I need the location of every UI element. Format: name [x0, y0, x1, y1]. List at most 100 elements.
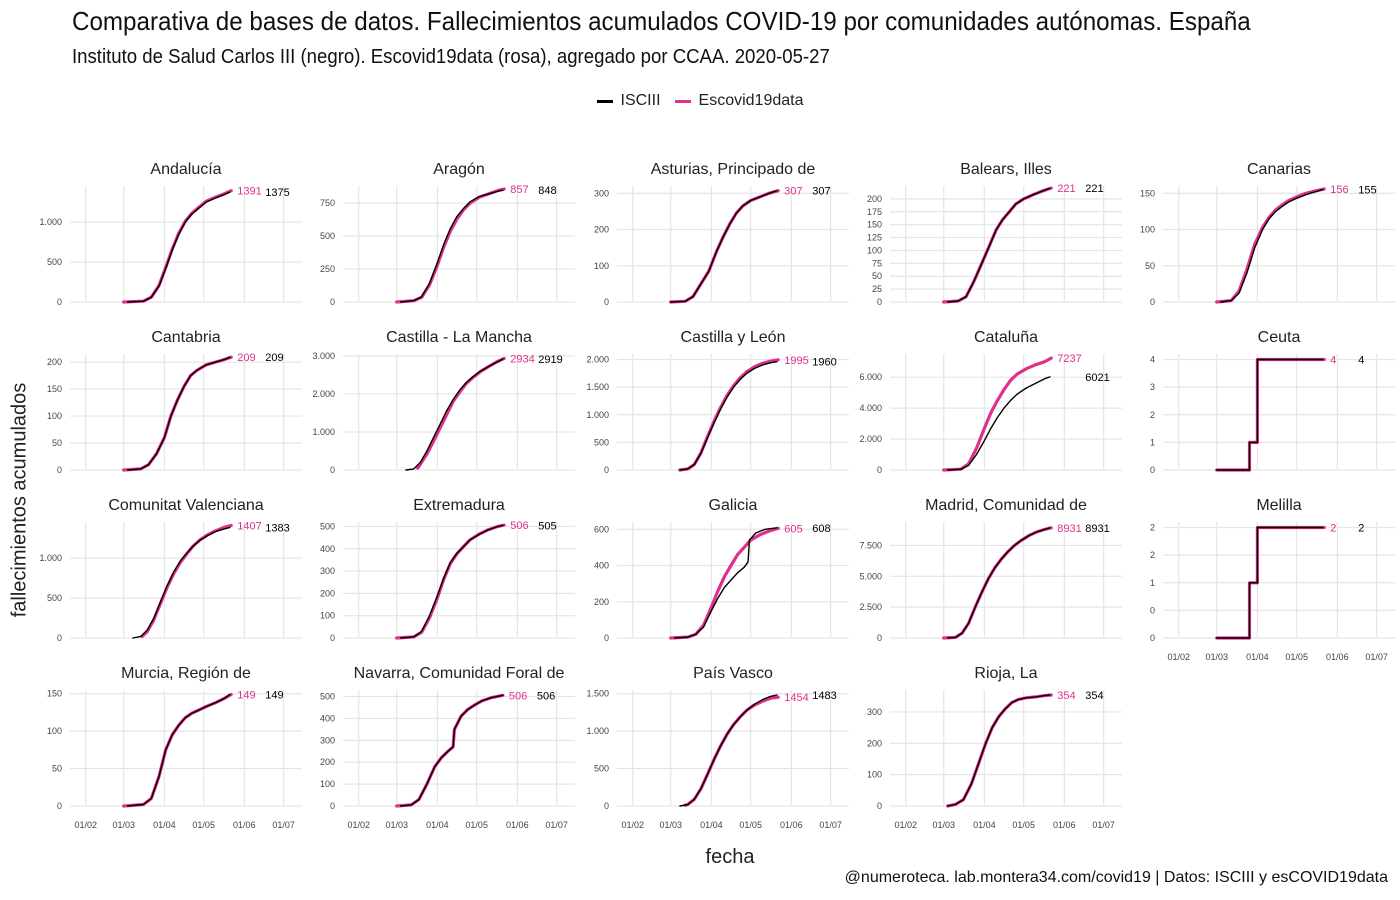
panel-castilla-y-leon: Castilla y León 0 500 1.000 1.500 2.000 1995 19…	[586, 329, 849, 475]
panel-ceuta: Ceuta 0 1 2 3 4 4 4	[1150, 329, 1395, 475]
y-tick-label: 300	[867, 707, 882, 717]
panel-title: Castilla y León	[681, 329, 786, 346]
x-tick-label: 01/05	[1012, 820, 1035, 830]
panel-title: Melilla	[1256, 497, 1301, 514]
y-tick-label: 50	[52, 764, 62, 774]
y-tick-label: 0	[57, 465, 62, 475]
y-tick-label: 2	[1150, 550, 1155, 560]
legend-label-isciii: ISCIII	[620, 92, 661, 109]
y-tick-label: 0	[330, 465, 335, 475]
series-isciii-line	[947, 187, 1051, 303]
end-label-escovid: 307	[784, 186, 802, 198]
caption: @numeroteca. lab.montera34.com/covid19 |…	[844, 869, 1388, 886]
y-tick-label: 100	[47, 726, 62, 736]
end-label-isciii: 2	[1358, 523, 1364, 535]
end-label-isciii: 1383	[265, 522, 289, 534]
series-isciii-line	[126, 191, 231, 303]
panel-navarra-comunidad-foral-de: Navarra, Comunidad Foral de 0 100 200 300 400…	[320, 665, 575, 830]
panel-title: Galicia	[709, 497, 758, 514]
end-label-isciii: 221	[1085, 183, 1103, 195]
series-escovid-line	[1215, 187, 1326, 304]
x-tick-label: 01/07	[819, 820, 842, 830]
x-tick-label: 01/04	[700, 820, 723, 830]
end-label-escovid: 8931	[1057, 523, 1081, 535]
series-isciii-line	[947, 527, 1051, 639]
end-label-escovid: 1407	[237, 520, 261, 532]
series-isciii-line	[674, 527, 778, 639]
panel-title: Asturias, Principado de	[651, 161, 816, 178]
legend-key-isciii	[596, 99, 613, 103]
y-tick-label: 0	[604, 801, 609, 811]
y-tick-label: 0	[604, 297, 609, 307]
series-escovid-line	[942, 356, 1053, 472]
x-axis-label: fecha	[705, 846, 755, 868]
x-tick-label: 01/05	[1285, 652, 1308, 662]
panel-asturias-principado-de: Asturias, Principado de 0 100 200 300 307 307	[594, 161, 849, 307]
y-tick-label: 50	[1145, 261, 1155, 271]
panel-title: Andalucía	[150, 161, 221, 178]
panel-title: Cantabria	[151, 329, 220, 346]
legend-key-escovid	[674, 99, 691, 103]
y-tick-label: 0	[877, 297, 882, 307]
y-tick-label: 50	[52, 438, 62, 448]
panel-title: Extremadura	[413, 497, 505, 514]
y-tick-label: 400	[320, 713, 335, 723]
end-label-escovid: 7237	[1057, 353, 1081, 365]
y-tick-label: 2	[1150, 523, 1155, 533]
panel-cataluna: Cataluña 0 2.000 4.000 6.000 7237 6021	[859, 329, 1122, 475]
end-label-isciii: 8931	[1085, 523, 1109, 535]
series-escovid-line	[122, 692, 233, 808]
y-tick-label: 2.000	[312, 389, 335, 399]
y-tick-label: 500	[320, 692, 335, 702]
panel-canarias: Canarias 0 50 100 150 156 155	[1140, 161, 1395, 307]
end-label-isciii: 505	[538, 520, 556, 532]
x-tick-label: 01/05	[465, 820, 488, 830]
series-isciii-line	[400, 189, 504, 303]
y-tick-label: 200	[867, 194, 882, 204]
x-tick-label: 01/04	[1246, 652, 1269, 662]
y-tick-label: 150	[867, 220, 882, 230]
series-isciii-line	[405, 358, 504, 471]
x-tick-label: 01/07	[1365, 652, 1388, 662]
legend-item-escovid: Escovid19data	[674, 92, 803, 110]
y-tick-label: 150	[47, 384, 62, 394]
y-tick-label: 2.000	[586, 355, 609, 365]
y-tick-label: 6.000	[859, 372, 882, 382]
y-tick-label: 0	[1150, 605, 1155, 615]
series-escovid-line	[669, 526, 780, 640]
end-label-isciii: 155	[1358, 185, 1376, 197]
legend: ISCIII Escovid19data	[0, 92, 1400, 110]
y-tick-label: 200	[320, 588, 335, 598]
y-tick-label: 1.000	[586, 410, 609, 420]
y-tick-label: 0	[1150, 465, 1155, 475]
end-label-isciii: 1483	[812, 690, 836, 702]
series-escovid-line	[669, 189, 780, 304]
y-tick-label: 1.000	[586, 726, 609, 736]
panel-aragon: Aragón 0 250 500 750 857 848	[320, 161, 575, 307]
end-label-escovid: 2	[1330, 523, 1336, 535]
y-tick-label: 125	[867, 233, 882, 243]
x-tick-label: 01/02	[894, 820, 917, 830]
end-label-escovid: 1454	[784, 692, 808, 704]
panel-title: Castilla - La Mancha	[386, 329, 532, 346]
series-isciii-line	[400, 524, 504, 639]
end-label-isciii: 307	[812, 186, 830, 198]
series-escovid-line	[122, 355, 233, 472]
y-tick-label: 0	[330, 633, 335, 643]
x-tick-label: 01/06	[506, 820, 529, 830]
y-tick-label: 0	[57, 801, 62, 811]
end-label-escovid: 149	[237, 689, 255, 701]
x-tick-label: 01/02	[347, 820, 370, 830]
panel-title: Comunitat Valenciana	[108, 497, 263, 514]
panel-murcia-region-de: Murcia, Región de 0 50 100 150 01/02 01/03 01/0…	[47, 665, 302, 830]
series-escovid-line	[416, 356, 506, 470]
end-label-escovid: 354	[1057, 690, 1075, 702]
panel-title: País Vasco	[693, 665, 773, 682]
y-tick-label: 400	[594, 561, 609, 571]
y-tick-label: 200	[867, 738, 882, 748]
y-tick-label: 1.000	[39, 553, 62, 563]
end-label-isciii: 149	[265, 689, 283, 701]
series-escovid-line	[942, 186, 1053, 304]
series-isciii-line	[679, 694, 778, 807]
